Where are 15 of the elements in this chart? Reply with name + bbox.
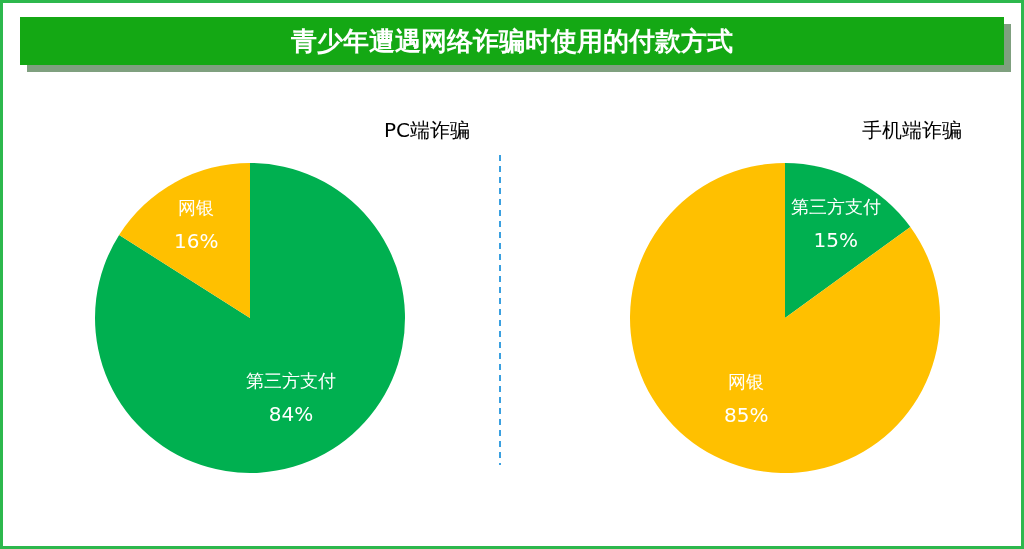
pie-slice [630, 163, 940, 473]
slice-label: 第三方支付 [790, 195, 881, 217]
data-label: 84% [268, 401, 314, 426]
pie-slice [95, 163, 405, 473]
slice-label: 网银 [178, 197, 215, 219]
data-label: 16% [174, 229, 219, 254]
text: 青少年遭遇网络诈骗时使用的付款方式 [290, 26, 733, 56]
data-label: 85% [724, 402, 769, 427]
slice-label: 第三方支付 [246, 369, 337, 391]
pie-slice [119, 163, 250, 318]
data-label: 15% [813, 227, 858, 252]
chart-title: 手机端诈骗 [862, 118, 962, 142]
chart-title: PC端诈骗 [383, 118, 470, 142]
pie-slice [785, 163, 911, 318]
slice-label: 网银 [728, 370, 765, 392]
